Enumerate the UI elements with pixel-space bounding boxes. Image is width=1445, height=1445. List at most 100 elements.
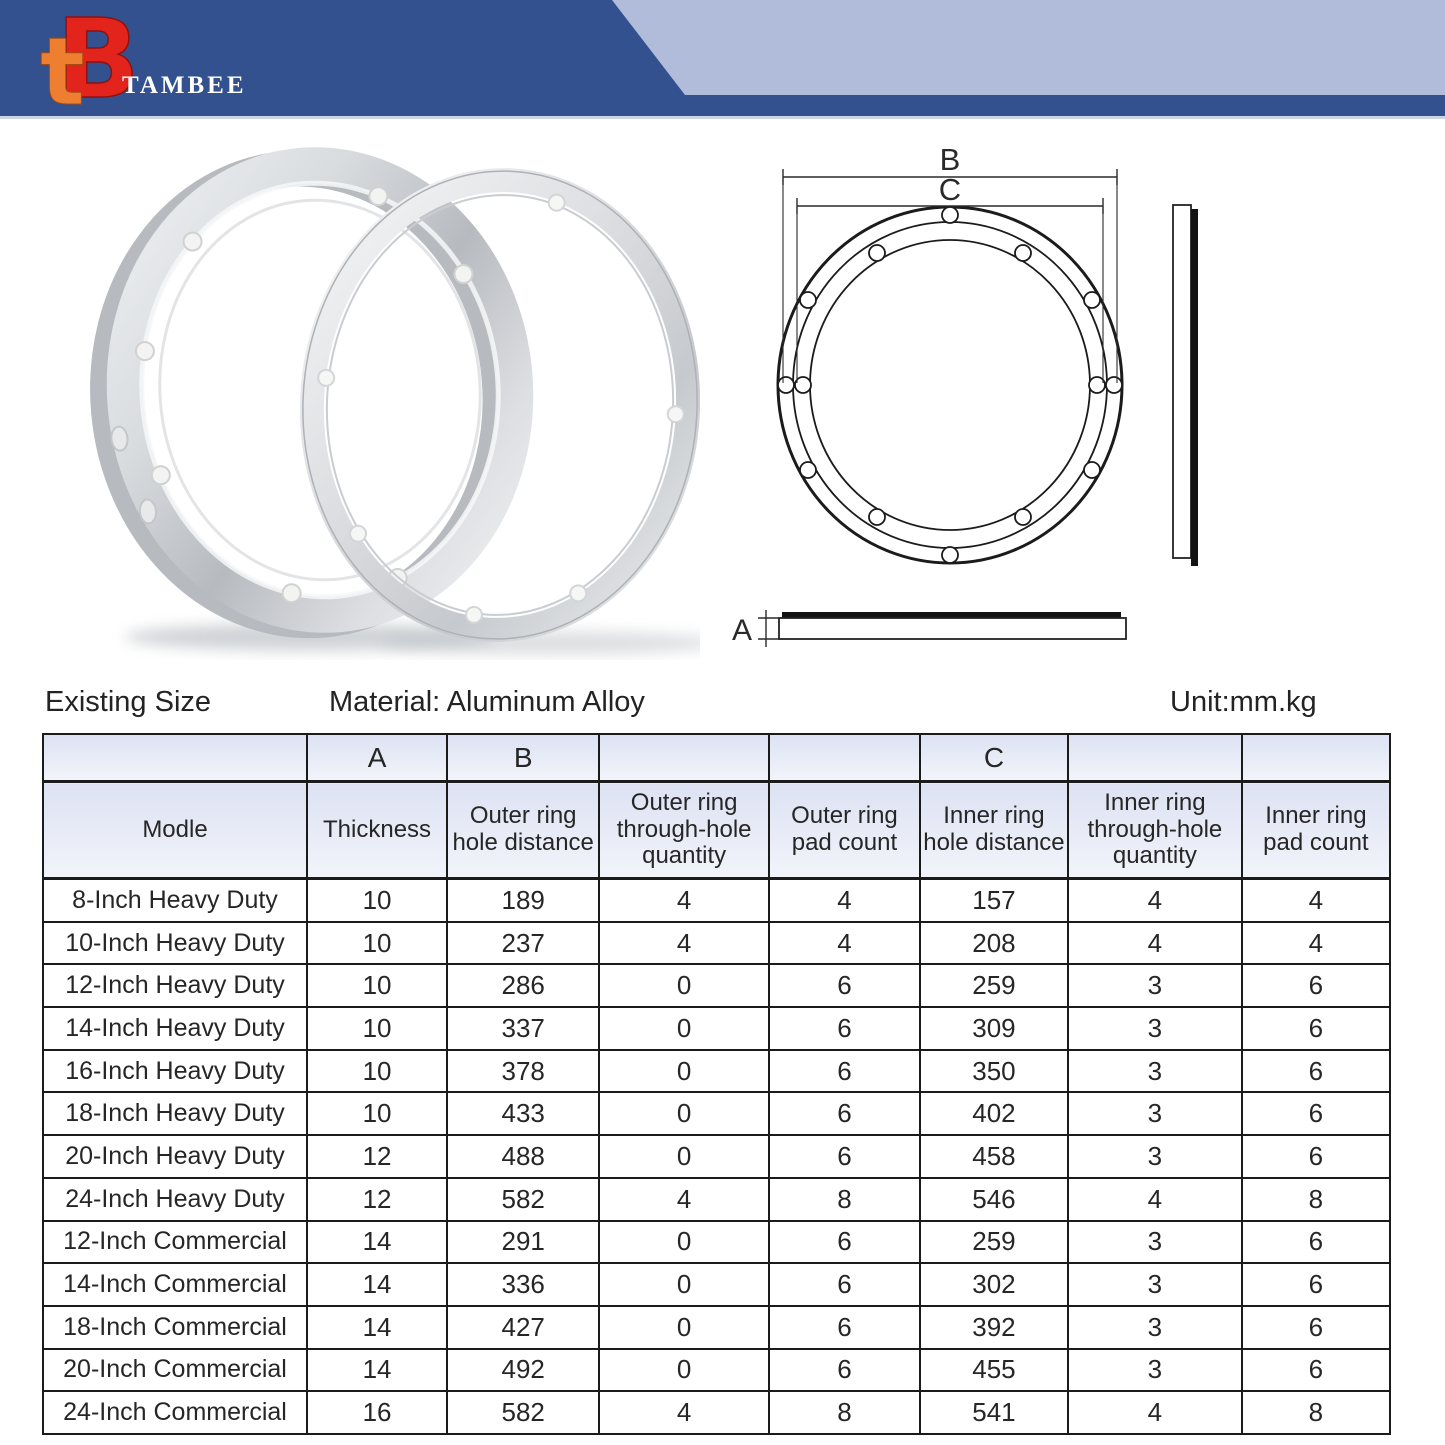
- value-cell: 12: [305, 1134, 449, 1179]
- info-row: Existing Size Material: Aluminum Alloy U…: [0, 686, 1445, 722]
- brand-logo-icon: B t: [40, 2, 141, 114]
- turntable-ring-left: [90, 147, 534, 639]
- value-cell: 3: [1067, 963, 1243, 1009]
- value-cell: 4: [1240, 920, 1392, 966]
- value-cell: 4: [1067, 877, 1243, 923]
- value-cell: 0: [598, 1134, 770, 1179]
- value-cell: 302: [918, 1262, 1070, 1307]
- value-cell: 4: [598, 877, 770, 923]
- column-header-cell: Inner ring pad count: [1240, 780, 1392, 880]
- value-cell: 546: [918, 1176, 1070, 1222]
- value-cell: 10: [305, 1091, 449, 1137]
- brand-banner: B t TAMBEE: [0, 0, 1445, 116]
- value-cell: 392: [918, 1304, 1070, 1350]
- model-cell: 18-Inch Commercial: [42, 1304, 308, 1350]
- value-cell: 6: [768, 1006, 921, 1051]
- value-cell: 4: [1067, 1390, 1243, 1435]
- group-header-cell: [768, 733, 921, 783]
- value-cell: 6: [1240, 1347, 1392, 1393]
- value-cell: 8: [768, 1390, 921, 1435]
- column-header-cell: Outer ring pad count: [768, 780, 921, 880]
- value-cell: 4: [768, 920, 921, 966]
- value-cell: 582: [446, 1176, 601, 1222]
- value-cell: 10: [305, 1006, 449, 1051]
- table-row: 14-Inch Commercial 14 336 0 6 302 3 6: [42, 1262, 1392, 1307]
- value-cell: 4: [598, 1176, 770, 1222]
- value-cell: 3: [1067, 1304, 1243, 1350]
- spec-table: A B C Modle Thickness Outer ring hole distanc…: [42, 733, 1392, 1435]
- column-header-cell: Modle: [42, 780, 308, 880]
- model-cell: 14-Inch Commercial: [42, 1262, 308, 1307]
- value-cell: 378: [446, 1048, 601, 1094]
- model-cell: 18-Inch Heavy Duty: [42, 1091, 308, 1137]
- column-header-cell: Inner ring hole distance: [918, 780, 1070, 880]
- value-cell: 8: [768, 1176, 921, 1222]
- value-cell: 433: [446, 1091, 601, 1137]
- value-cell: 14: [305, 1262, 449, 1307]
- value-cell: 14: [305, 1219, 449, 1265]
- value-cell: 14: [305, 1347, 449, 1393]
- dimension-a: [758, 610, 779, 647]
- value-cell: 350: [918, 1048, 1070, 1094]
- turntable-ring-right: [299, 168, 700, 642]
- unit-label: Unit:mm.kg: [1170, 686, 1317, 718]
- table-row: 24-Inch Commercial 16 582 4 8 541 4 8: [42, 1390, 1392, 1435]
- value-cell: 488: [446, 1134, 601, 1179]
- value-cell: 6: [1240, 1219, 1392, 1265]
- column-header-cell: Thickness: [305, 780, 449, 880]
- value-cell: 336: [446, 1262, 601, 1307]
- group-header-cell: [42, 733, 308, 783]
- group-header-cell: B: [446, 733, 601, 783]
- dimension-b: [782, 169, 1118, 383]
- model-cell: 20-Inch Heavy Duty: [42, 1134, 308, 1179]
- value-cell: 10: [305, 877, 449, 923]
- group-header-cell: C: [918, 733, 1070, 783]
- value-cell: 0: [598, 1006, 770, 1051]
- table-row: 18-Inch Commercial 14 427 0 6 392 3 6: [42, 1304, 1392, 1350]
- technical-diagram: B C A: [732, 142, 1198, 647]
- value-cell: 337: [446, 1006, 601, 1051]
- table-row: 20-Inch Commercial 14 492 0 6 455 3 6: [42, 1347, 1392, 1393]
- value-cell: 6: [768, 1134, 921, 1179]
- column-header-row: Modle Thickness Outer ring hole distance Ou…: [42, 780, 1392, 880]
- table-row: 12-Inch Commercial 14 291 0 6 259 3 6: [42, 1219, 1392, 1265]
- value-cell: 4: [598, 1390, 770, 1435]
- table-row: 24-Inch Heavy Duty 12 582 4 8 546 4 8: [42, 1176, 1392, 1222]
- spec-table-body: 8-Inch Heavy Duty 10 189 4 4 157 4 4 10-Inch Hea…: [42, 877, 1392, 1435]
- value-cell: 14: [305, 1304, 449, 1350]
- logo-letter-t: t: [40, 18, 85, 114]
- value-cell: 259: [918, 963, 1070, 1009]
- value-cell: 3: [1067, 1347, 1243, 1393]
- logo-letter-b: B: [56, 2, 140, 114]
- value-cell: 237: [446, 920, 601, 966]
- value-cell: 455: [918, 1347, 1070, 1393]
- value-cell: 3: [1067, 1134, 1243, 1179]
- value-cell: 0: [598, 1304, 770, 1350]
- value-cell: 541: [918, 1390, 1070, 1435]
- dimension-c-label: C: [939, 172, 961, 207]
- value-cell: 0: [598, 1262, 770, 1307]
- existing-size-label: Existing Size: [45, 686, 212, 718]
- value-cell: 6: [768, 1048, 921, 1094]
- table-row: 18-Inch Heavy Duty 10 433 0 6 402 3 6: [42, 1091, 1392, 1137]
- value-cell: 10: [305, 920, 449, 966]
- value-cell: 0: [598, 1347, 770, 1393]
- dimension-b-label: B: [940, 142, 961, 177]
- value-cell: 6: [1240, 1262, 1392, 1307]
- value-cell: 3: [1067, 1006, 1243, 1051]
- model-cell: 12-Inch Commercial: [42, 1219, 308, 1265]
- value-cell: 4: [1067, 920, 1243, 966]
- model-cell: 24-Inch Commercial: [42, 1390, 308, 1435]
- value-cell: 6: [1240, 963, 1392, 1009]
- value-cell: 3: [1067, 1048, 1243, 1094]
- value-cell: 3: [1067, 1219, 1243, 1265]
- banner-divider: [0, 116, 1445, 119]
- table-row: 14-Inch Heavy Duty 10 337 0 6 309 3 6: [42, 1006, 1392, 1051]
- value-cell: 4: [1067, 1176, 1243, 1222]
- group-header-cell: [1240, 733, 1392, 783]
- model-cell: 12-Inch Heavy Duty: [42, 963, 308, 1009]
- model-cell: 10-Inch Heavy Duty: [42, 920, 308, 966]
- model-cell: 14-Inch Heavy Duty: [42, 1006, 308, 1051]
- value-cell: 6: [768, 1219, 921, 1265]
